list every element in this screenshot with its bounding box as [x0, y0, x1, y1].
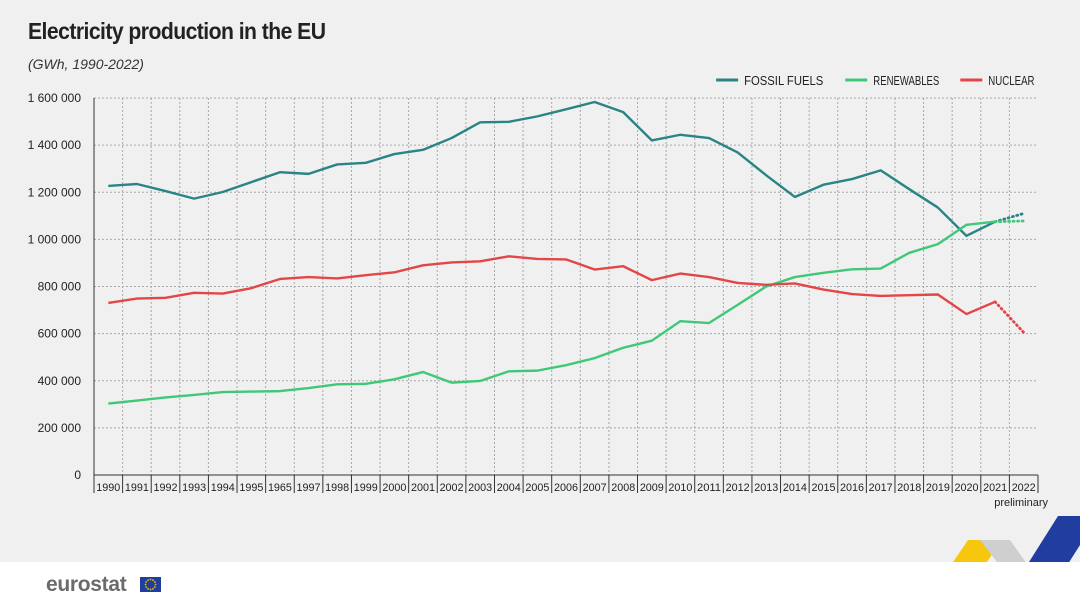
eu-star [147, 579, 149, 582]
x-tick-label: 1991 [125, 482, 149, 494]
x-tick-label: 1998 [325, 482, 349, 494]
eu-star [149, 578, 152, 581]
x-tick-label: 2018 [897, 482, 921, 494]
legend-label: FOSSIL FUELS [744, 73, 823, 88]
x-tick-label: 2016 [840, 482, 864, 494]
x-tick-label: 1965 [268, 482, 292, 494]
x-tick-label: 2020 [954, 482, 978, 494]
eu-star [152, 579, 154, 582]
y-tick-label: 1 000 000 [28, 232, 82, 246]
y-tick-label: 800 000 [38, 280, 82, 294]
grid-lines [94, 97, 1038, 475]
x-tick-label: 1999 [354, 482, 378, 494]
x-tick-label: 1990 [96, 482, 120, 494]
x-tick-label: 2001 [411, 482, 435, 494]
x-tick-label: 2017 [869, 482, 893, 494]
eu-star [153, 581, 156, 583]
x-tick-label: 2002 [440, 482, 464, 494]
x-tick-label: 2003 [468, 482, 492, 494]
x-tick-label: 1995 [239, 482, 263, 494]
eu-flag-icon [140, 577, 161, 592]
series-line-preliminary [993, 219, 1026, 224]
eu-star [153, 586, 156, 588]
y-tick-label: 1 600 000 [28, 91, 82, 105]
x-tick-label: 2014 [783, 482, 807, 494]
y-axis-ticks: 0 200 000 400 000 600 000 800 000 1 000 000 1 … [28, 91, 82, 482]
x-tick-label: 2007 [583, 482, 607, 494]
series-line-renewables [108, 220, 996, 405]
x-tick-label: 2000 [382, 482, 406, 494]
series-lines [108, 100, 1026, 405]
eu-star [154, 583, 157, 586]
x-tick-label: 2004 [497, 482, 521, 494]
x-tick-label: 2006 [554, 482, 578, 494]
y-tick-label: 1 200 000 [28, 185, 82, 199]
x-tick-label: 2010 [668, 482, 692, 494]
y-tick-label: 1 400 000 [28, 138, 82, 152]
series-line-preliminary [993, 300, 1026, 334]
eu-star [144, 583, 147, 586]
legend: NUCLEAR RENEWABLES FOSSIL FUELS [716, 73, 1035, 88]
x-tick-label: 2008 [611, 482, 635, 494]
legend-label: RENEWABLES [873, 73, 939, 88]
x-tick-label: 2012 [726, 482, 750, 494]
x-axis-ticks: 1990 1991 1992 1993 1994 1995 1965 1997 1998 1999… [96, 482, 1035, 494]
eu-star [147, 587, 149, 590]
x-tick-label: 1994 [211, 482, 235, 494]
x-tick-label: 2005 [525, 482, 549, 494]
axes [93, 98, 1039, 493]
x-tick-label: 1992 [154, 482, 178, 494]
y-tick-label: 600 000 [38, 327, 82, 341]
chart-title: Electricity production in the EU [28, 18, 326, 44]
eu-star [145, 581, 148, 583]
x-tick-label: 2019 [926, 482, 950, 494]
x-tick-label: 1993 [182, 482, 206, 494]
x-tick-label: 1997 [297, 482, 321, 494]
eu-star [145, 586, 148, 588]
x-tick-label: 2013 [754, 482, 778, 494]
series-line-nuclear [108, 255, 996, 316]
footer-bar [0, 562, 1080, 608]
x-tick-label: 2011 [697, 482, 721, 494]
eu-star [152, 587, 154, 590]
x-tick-label: 2015 [811, 482, 835, 494]
x-axis-note: preliminary [994, 497, 1048, 509]
legend-label: NUCLEAR [988, 73, 1034, 88]
eu-star [149, 588, 152, 591]
y-tick-label: 200 000 [38, 421, 82, 435]
eu-stars-icon [144, 578, 157, 591]
chart-subtitle: (GWh, 1990-2022) [28, 56, 144, 72]
y-tick-label: 400 000 [38, 374, 82, 388]
x-tick-label: 2009 [640, 482, 664, 494]
y-tick-label: 0 [74, 468, 81, 482]
x-tick-label: 2022 [1012, 482, 1036, 494]
eurostat-logo: eurostat [46, 573, 127, 596]
x-tick-label: 2021 [983, 482, 1007, 494]
series-line-fossil-fuels [108, 100, 996, 238]
